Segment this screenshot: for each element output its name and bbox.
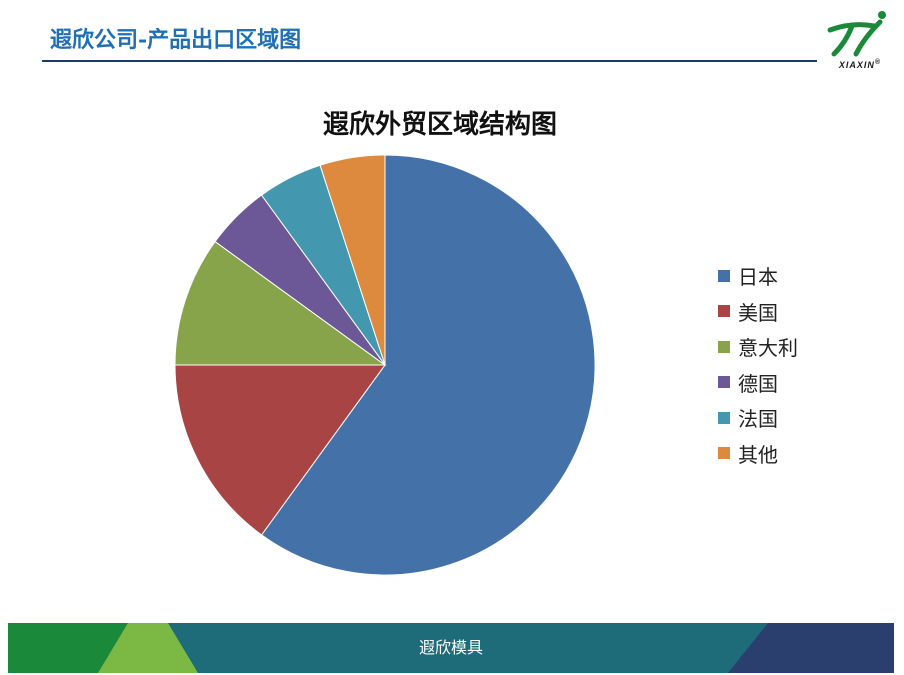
legend-item: 意大利 [718,329,798,365]
pie-slice-1 [260,154,596,576]
legend-label: 意大利 [738,336,798,361]
legend-swatch [718,447,730,460]
legend-item: 其他 [718,436,798,472]
footer-text: 遐欣模具 [418,638,483,657]
pie-slice-3 [174,240,387,366]
legend-swatch [718,340,730,353]
legend-swatch [718,411,730,424]
legend-item: 日本 [718,258,798,294]
header-divider [42,60,817,62]
legend-label: 美国 [738,300,778,325]
legend-label: 日本 [738,265,778,290]
page-title: 遐欣公司-产品出口区域图 [50,27,302,53]
logo-wordmark: XIAXIN® [838,59,882,70]
legend-label: 其他 [738,442,778,467]
legend-label: 德国 [738,371,778,396]
legend-label: 法国 [738,407,778,432]
footer-banner [8,623,894,673]
chart-title: 遐欣外贸区域结构图 [322,110,557,140]
legend-swatch [718,269,730,282]
legend-swatch [718,376,730,389]
pie-slice-6 [319,154,386,366]
chart-legend: 日本美国意大利德国法国其他 [718,258,798,471]
xiaxin-logo [827,11,886,57]
legend-item: 德国 [718,365,798,401]
legend-swatch [718,305,730,318]
legend-item: 美国 [718,294,798,330]
registered-mark: ® [874,59,882,66]
legend-item: 法国 [718,400,798,436]
pie-slice-2 [174,364,386,536]
pie-chart [174,154,596,576]
